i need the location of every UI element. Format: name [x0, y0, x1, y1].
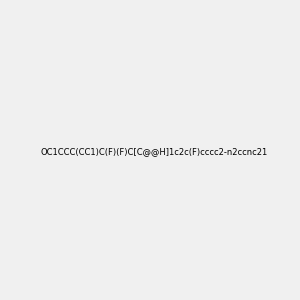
Text: OC1CCC(CC1)C(F)(F)C[C@@H]1c2c(F)cccc2-n2ccnc21: OC1CCC(CC1)C(F)(F)C[C@@H]1c2c(F)cccc2-n2…	[40, 147, 267, 156]
